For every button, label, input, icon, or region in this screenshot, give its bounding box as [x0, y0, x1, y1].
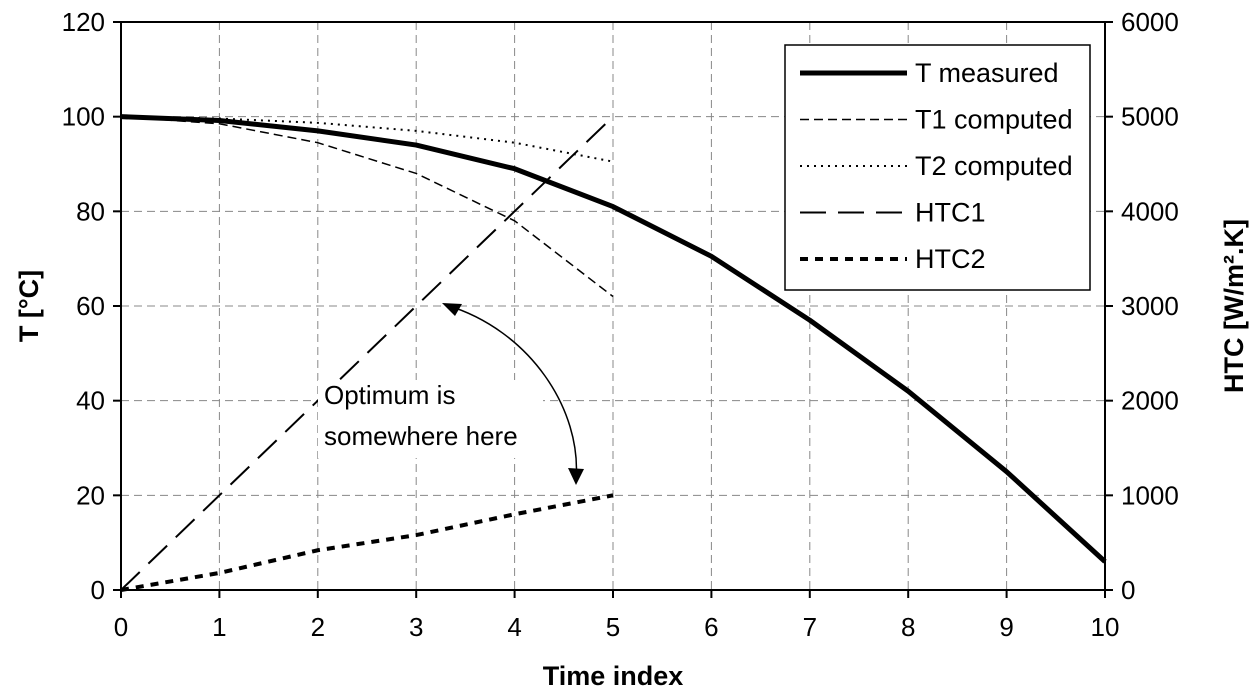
- x-tick-label: 7: [803, 612, 817, 642]
- annotation-line-1: Optimum is: [324, 380, 455, 410]
- series-line-t2-computed: [120, 115, 614, 163]
- y2-tick-label: 0: [1121, 575, 1135, 605]
- x-tick-label: 3: [409, 612, 423, 642]
- x-tick-label: 0: [114, 612, 128, 642]
- y-tick-label: 120: [62, 7, 105, 37]
- x-tick-label: 1: [212, 612, 226, 642]
- y-tick-label: 100: [62, 102, 105, 132]
- legend-label: HTC2: [915, 244, 986, 274]
- x-tick-label: 6: [704, 612, 718, 642]
- legend-label: T1 computed: [915, 105, 1073, 135]
- legend: T measured T1 computed T2 computed HTC1 HTC2: [784, 44, 1091, 291]
- series-line-t-measured: [120, 114, 1107, 564]
- x-tick-label: 8: [901, 612, 915, 642]
- annotation-arrowhead-upper: [442, 303, 462, 316]
- y-tick-label: 0: [91, 575, 105, 605]
- y2-tick-label: 5000: [1121, 102, 1179, 132]
- annotation: Optimum is somewhere here: [318, 303, 584, 485]
- y2-tick-label: 3000: [1121, 291, 1179, 321]
- legend-label: T2 computed: [915, 151, 1073, 181]
- series-line-htc2: [120, 493, 614, 592]
- y2-tick-label: 4000: [1121, 196, 1179, 226]
- y-tick-label: 20: [76, 480, 105, 510]
- y-tick-label: 40: [76, 386, 105, 416]
- annotation-arrow-curve: [445, 304, 578, 481]
- annotation-line-2: somewhere here: [324, 421, 518, 451]
- series-line-htc1: [120, 115, 614, 591]
- y2-axis-title: HTC [W/m².K]: [1219, 219, 1249, 393]
- legend-box: [784, 44, 1091, 291]
- y-tick-label: 80: [76, 196, 105, 226]
- y2-tick-label: 2000: [1121, 386, 1179, 416]
- y-axis-title: T [°C]: [14, 270, 44, 342]
- legend-label: HTC1: [915, 198, 986, 228]
- legend-label: T measured: [915, 58, 1059, 88]
- x-tick-label: 10: [1091, 612, 1120, 642]
- x-tick-label: 4: [507, 612, 521, 642]
- y2-tick-label: 6000: [1121, 7, 1179, 37]
- x-tick-label: 9: [999, 612, 1013, 642]
- annotation-arrowhead-lower: [568, 468, 584, 485]
- x-tick-label: 5: [606, 612, 620, 642]
- y2-tick-label: 1000: [1121, 480, 1179, 510]
- y-tick-label: 60: [76, 291, 105, 321]
- x-tick-label: 2: [311, 612, 325, 642]
- series-line-t1-computed: [120, 115, 614, 298]
- x-axis-title: Time index: [543, 661, 684, 691]
